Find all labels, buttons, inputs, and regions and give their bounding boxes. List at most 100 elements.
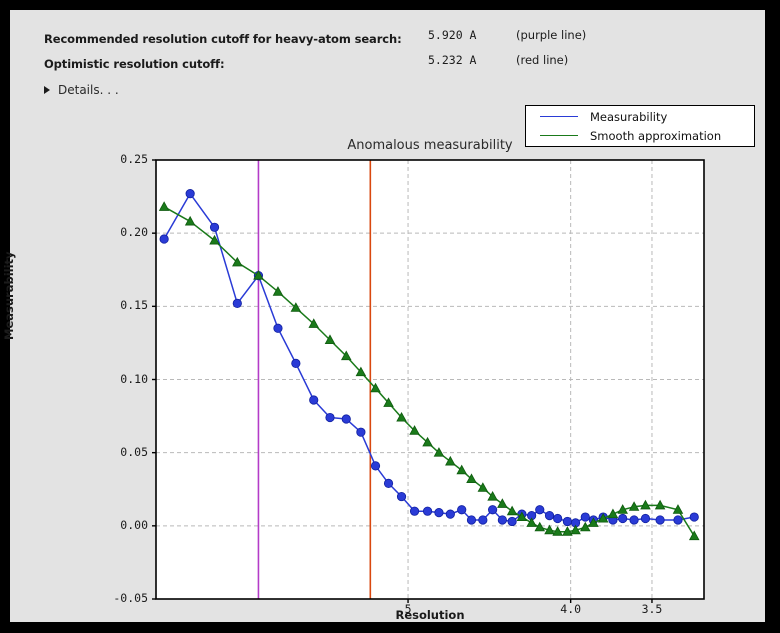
data-point (253, 270, 264, 280)
data-point (383, 397, 394, 407)
data-point (497, 498, 508, 508)
data-point (308, 318, 320, 328)
recommended-cutoff-note: (purple line) (516, 28, 587, 42)
data-point (290, 302, 302, 312)
data-point (689, 512, 699, 522)
data-point (422, 436, 433, 447)
data-point (383, 478, 394, 488)
data-point (341, 414, 351, 424)
recommended-cutoff-value: 5.920 A (428, 28, 477, 42)
data-point (457, 505, 467, 515)
y-tick-label: 0.05 (120, 444, 148, 459)
y-tick-label: -0.05 (113, 591, 148, 605)
data-point (544, 510, 555, 521)
data-point (553, 513, 563, 524)
data-point (487, 490, 498, 501)
data-point (478, 515, 488, 525)
y-axis-ticks: -0.05 0.00 0.05 0.10 0.15 0.20 0.25 (98, 10, 148, 622)
data-point (466, 515, 477, 525)
data-point (655, 515, 665, 525)
data-point (640, 499, 651, 510)
data-point (396, 411, 407, 422)
data-point (445, 509, 455, 519)
data-point (466, 473, 477, 484)
data-point (562, 516, 573, 527)
data-point (309, 395, 319, 405)
recommended-cutoff-label: Recommended resolution cutoff for heavy-… (44, 32, 402, 46)
data-point (477, 482, 489, 492)
legend-line-icon-smooth (540, 135, 578, 136)
data-point (291, 358, 301, 368)
data-point (445, 455, 456, 466)
data-point (355, 366, 367, 377)
data-point (580, 521, 591, 532)
legend-item-measurability: Measurability (526, 107, 754, 126)
y-tick-label: 0.20 (120, 225, 148, 240)
data-point (570, 524, 581, 535)
data-point (209, 234, 220, 245)
data-point (673, 515, 683, 525)
legend-line-icon-measurability (540, 116, 578, 117)
data-point (597, 512, 609, 523)
data-point (158, 201, 170, 211)
data-point (588, 517, 599, 527)
data-point (618, 513, 628, 524)
data-point (526, 517, 537, 527)
data-point (272, 286, 284, 296)
chart-title: Anomalous measurability (347, 138, 513, 153)
data-point (396, 491, 407, 502)
data-point (580, 512, 590, 522)
details-label: Details. . . (58, 83, 119, 97)
data-point (516, 511, 528, 522)
data-point (488, 505, 498, 515)
optimistic-cutoff-note: (red line) (516, 53, 569, 67)
chart-canvas (152, 159, 705, 603)
data-point (325, 412, 335, 423)
data-point (409, 425, 420, 435)
data-point (370, 382, 381, 393)
legend-label-measurability: Measurability (590, 109, 668, 124)
anomalous-measurability-chart: Anomalous measurability Measurability Re… (2, 10, 765, 622)
data-point (370, 461, 381, 471)
data-point (607, 508, 619, 519)
data-point (209, 222, 220, 232)
data-point (456, 464, 467, 475)
data-point (654, 499, 666, 510)
data-point (434, 508, 444, 518)
data-point (617, 504, 628, 514)
y-tick-label: 0.10 (120, 371, 148, 386)
optimistic-cutoff-value: 5.232 A (428, 53, 477, 67)
data-point (185, 189, 195, 199)
data-point (324, 334, 336, 344)
x-tick-label: 5 (404, 602, 412, 616)
data-point (356, 427, 366, 437)
data-point (552, 526, 563, 536)
data-point (672, 504, 684, 514)
data-point (159, 234, 169, 244)
data-point (640, 513, 651, 524)
legend-label-smooth-approximation: Smooth approximation (590, 128, 722, 143)
result-panel: Recommended resolution cutoff for heavy-… (2, 10, 765, 622)
data-point (629, 515, 639, 525)
legend-item-smooth-approximation: Smooth approximation (526, 126, 754, 145)
data-point (507, 516, 517, 527)
data-point (506, 505, 518, 516)
data-point (433, 447, 445, 457)
data-point (534, 521, 546, 532)
y-tick-label: 0.15 (120, 298, 148, 313)
data-point (497, 515, 507, 525)
details-disclosure[interactable]: Details. . . (44, 80, 119, 100)
x-tick-label: 4.0 (560, 602, 582, 616)
y-tick-label: 0.25 (120, 152, 148, 166)
data-point (562, 526, 573, 536)
data-point (628, 501, 640, 511)
x-axis-label: Resolution (395, 608, 465, 622)
data-point (232, 256, 243, 267)
recommended-cutoff-row: Recommended resolution cutoff for heavy-… (44, 28, 586, 46)
data-point (422, 506, 433, 516)
chart-legend: Measurability Smooth approximation (525, 105, 755, 147)
data-point (273, 323, 283, 333)
triangle-right-icon (44, 86, 50, 94)
optimistic-cutoff-label: Optimistic resolution cutoff: (44, 57, 225, 71)
